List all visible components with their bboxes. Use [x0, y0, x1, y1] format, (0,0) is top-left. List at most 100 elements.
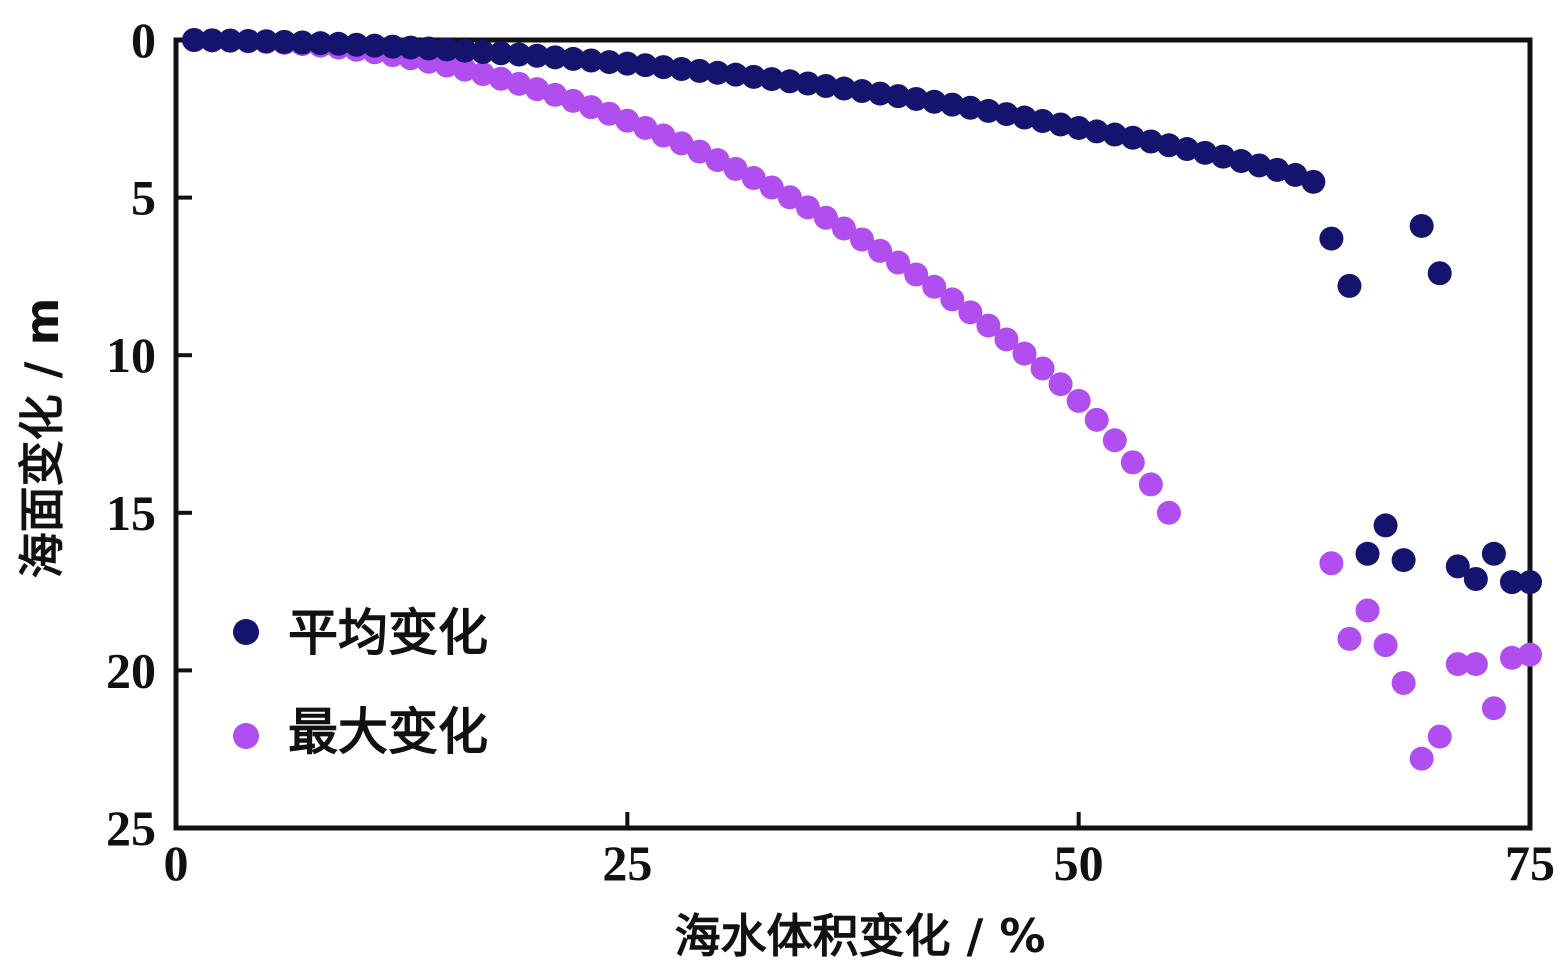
mean-change-point — [434, 37, 459, 62]
mean-change-point — [272, 29, 297, 54]
mean-change-point — [1427, 261, 1452, 286]
mean-change-point — [1265, 157, 1290, 182]
max-change-point — [579, 95, 604, 120]
mean-change-point — [308, 31, 333, 56]
max-change-point — [1084, 407, 1109, 432]
max-change-point — [1391, 671, 1416, 696]
mean-change-point — [976, 98, 1001, 123]
mean-change-point — [1283, 162, 1308, 187]
max-change-point — [1319, 551, 1344, 576]
max-change-point — [470, 62, 495, 87]
max-change-point — [1138, 472, 1163, 497]
max-change-point — [687, 139, 712, 164]
mean-change-point — [922, 89, 947, 114]
max-change-point — [1373, 633, 1398, 658]
mean-change-point — [777, 69, 802, 94]
x-tick-label: 25 — [602, 835, 652, 891]
max-change-point — [1445, 652, 1470, 677]
max-change-point — [994, 327, 1019, 352]
x-axis-title: 海水体积变化 / % — [675, 909, 1046, 963]
mean-change-point — [579, 48, 604, 73]
x-tick-label: 75 — [1505, 835, 1555, 891]
max-change-point — [1337, 626, 1362, 651]
legend-label-max: 最大变化 — [288, 703, 488, 761]
mean-change-point — [470, 39, 495, 64]
max-change-point — [976, 313, 1001, 338]
mean-change-point — [868, 81, 893, 106]
max-change-point — [705, 148, 730, 173]
mean-change-point — [452, 38, 477, 63]
max-change-point — [488, 66, 513, 91]
mean-change-point — [994, 102, 1019, 127]
mean-change-point — [958, 95, 983, 120]
legend-marker-max — [233, 723, 259, 749]
mean-change-point — [561, 46, 586, 71]
max-change-point — [1156, 500, 1181, 525]
max-change-point — [615, 108, 640, 133]
mean-change-point — [940, 92, 965, 117]
max-change-point — [759, 175, 784, 200]
mean-change-point — [1156, 133, 1181, 158]
mean-change-point — [236, 28, 261, 53]
mean-change-point — [1012, 105, 1037, 130]
mean-change-point — [1030, 109, 1055, 134]
max-change-point — [669, 131, 694, 156]
max-change-point — [795, 195, 820, 220]
mean-change-point — [344, 32, 369, 57]
max-change-point — [831, 216, 856, 241]
mean-change-point — [904, 86, 929, 111]
max-change-point — [850, 227, 875, 252]
mean-change-point — [1481, 541, 1506, 566]
max-change-point — [1409, 746, 1434, 771]
mean-change-point — [1409, 213, 1434, 238]
mean-change-point — [525, 43, 550, 68]
mean-change-point — [200, 28, 225, 53]
mean-change-point — [687, 58, 712, 83]
max-change-point — [1102, 428, 1127, 453]
y-tick-label: 5 — [131, 170, 156, 226]
mean-change-point — [886, 84, 911, 109]
mean-change-point — [398, 35, 423, 60]
mean-change-point — [1193, 140, 1218, 165]
mean-change-point — [705, 60, 730, 85]
max-change-point — [1355, 598, 1380, 623]
legend-marker-mean — [233, 619, 259, 645]
plot-frame — [173, 37, 1533, 831]
max-change-point — [723, 156, 748, 181]
max-change-point — [561, 88, 586, 113]
mean-change-point — [1319, 226, 1344, 251]
max-change-point — [1481, 696, 1506, 721]
x-tick-label: 0 — [164, 835, 189, 891]
max-change-point — [452, 57, 477, 82]
mean-change-point — [1445, 554, 1470, 579]
max-change-point — [1048, 372, 1073, 397]
max-change-point — [1499, 645, 1524, 670]
legend-label-mean: 平均变化 — [288, 604, 488, 662]
mean-change-point — [1084, 119, 1109, 144]
mean-change-point — [1247, 153, 1272, 178]
mean-change-point — [813, 74, 838, 99]
max-change-point — [507, 71, 532, 96]
y-tick-label: 25 — [106, 800, 156, 856]
max-change-point — [1120, 450, 1145, 475]
mean-change-point — [597, 50, 622, 75]
mean-change-point — [615, 51, 640, 76]
max-change-point — [868, 238, 893, 263]
max-change-point — [886, 250, 911, 275]
mean-change-point — [488, 41, 513, 66]
mean-change-point — [741, 64, 766, 89]
mean-change-point — [1048, 112, 1073, 137]
mean-change-point — [795, 71, 820, 96]
legend: 平均变化 最大变化 — [233, 604, 488, 761]
mean-change-point — [850, 79, 875, 104]
mean-change-point — [416, 36, 441, 61]
mean-change-point — [1102, 122, 1127, 147]
mean-change-point — [1373, 513, 1398, 538]
mean-change-point — [669, 56, 694, 81]
max-change-point — [904, 262, 929, 287]
mean-change-point — [543, 45, 568, 70]
max-change-point — [597, 101, 622, 126]
mean-change-point — [218, 28, 243, 53]
max-change-point — [1463, 652, 1488, 677]
